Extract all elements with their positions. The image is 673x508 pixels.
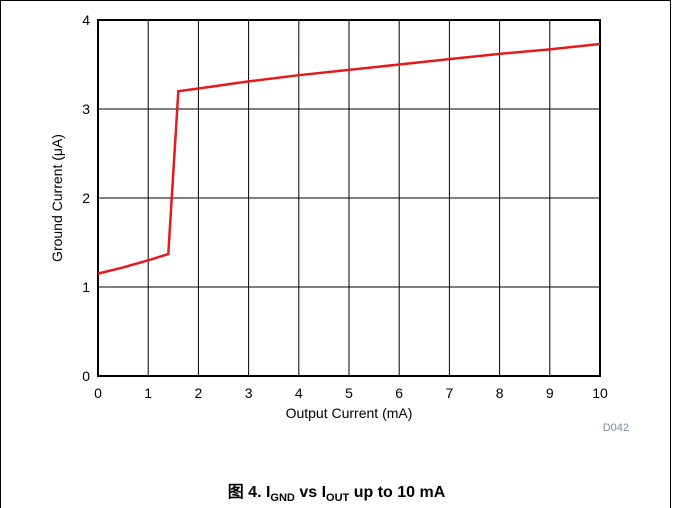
y-tick-label-3: 3 <box>82 101 90 117</box>
y-tick-label-1: 1 <box>82 279 90 295</box>
x-tick-label-1: 1 <box>144 385 152 401</box>
caption-prefix: 图 4. I <box>227 484 271 501</box>
x-tick-label-3: 3 <box>245 385 253 401</box>
caption-middle: vs I <box>294 484 327 501</box>
series-line-ground-current <box>97 42 601 275</box>
x-tick-label-0: 0 <box>94 385 102 401</box>
x-tick-label-8: 8 <box>496 385 504 401</box>
y-tick-label-4: 4 <box>82 12 90 28</box>
ground-current-chart: 0 1 2 3 4 5 6 7 8 9 10 0 1 2 3 4 Output Current (mA) G… <box>49 12 629 434</box>
y-tick-label-0: 0 <box>82 368 90 384</box>
x-tick-label-2: 2 <box>195 385 203 401</box>
figure-frame-left <box>0 0 1 508</box>
caption-sub-gnd: GND <box>270 492 295 504</box>
x-tick-label-9: 9 <box>546 385 554 401</box>
caption-suffix: up to 10 mA <box>349 484 446 501</box>
y-axis-title: Ground Current (μA) <box>49 134 65 262</box>
figure-caption: 图 4. IGND vs IOUT up to 10 mA <box>0 483 673 504</box>
figure-code: D042 <box>603 422 629 434</box>
x-axis-title: Output Current (mA) <box>286 405 413 421</box>
x-tick-labels: 0 1 2 3 4 5 6 7 8 9 10 <box>94 385 608 401</box>
data-points <box>97 43 601 274</box>
figure-frame-top <box>0 0 671 1</box>
x-tick-label-6: 6 <box>395 385 403 401</box>
figure-frame-right <box>670 0 671 508</box>
x-tick-label-5: 5 <box>345 385 353 401</box>
y-tick-labels: 0 1 2 3 4 <box>82 12 90 384</box>
plot-border <box>97 19 601 377</box>
grid <box>97 19 601 377</box>
x-tick-label-10: 10 <box>592 385 608 401</box>
x-tick-label-4: 4 <box>295 385 303 401</box>
y-tick-label-2: 2 <box>82 190 90 206</box>
x-tick-label-7: 7 <box>446 385 454 401</box>
caption-sub-out: OUT <box>326 492 350 504</box>
